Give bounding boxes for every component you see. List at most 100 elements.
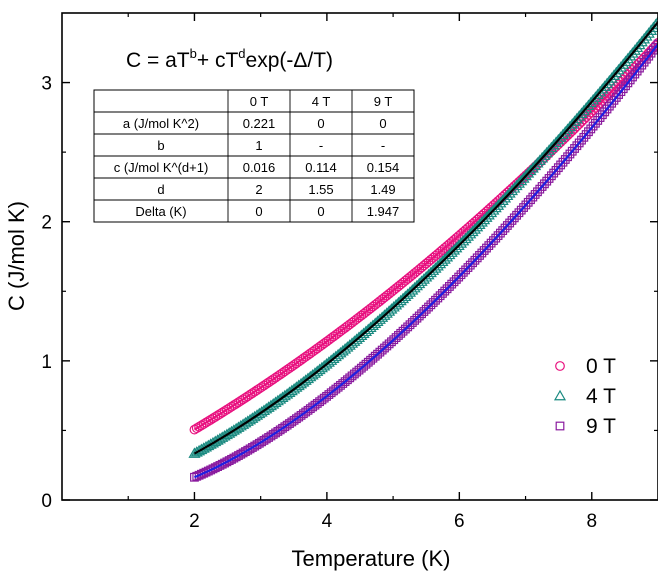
data-point bbox=[646, 48, 656, 58]
data-point bbox=[524, 164, 537, 176]
data-layer bbox=[188, 15, 658, 482]
data-point bbox=[526, 162, 539, 173]
data-point bbox=[575, 107, 588, 118]
table-cell: 1.49 bbox=[370, 182, 395, 197]
data-point bbox=[556, 160, 566, 170]
data-point bbox=[454, 272, 464, 282]
data-point bbox=[192, 471, 202, 481]
formula-exponent-d: d bbox=[238, 46, 245, 61]
data-point bbox=[604, 101, 614, 111]
data-point bbox=[509, 213, 519, 223]
table-cell: 1.947 bbox=[367, 204, 400, 219]
data-point bbox=[565, 149, 575, 159]
table-cell: Delta (K) bbox=[135, 204, 186, 219]
data-point bbox=[526, 195, 535, 205]
data-point bbox=[566, 118, 579, 129]
data-point bbox=[412, 313, 422, 323]
data-point bbox=[653, 39, 658, 49]
data-point bbox=[410, 315, 420, 325]
y-tick-label: 1 bbox=[41, 352, 52, 373]
data-point bbox=[266, 431, 276, 441]
data-point bbox=[445, 282, 454, 291]
data-point bbox=[616, 87, 626, 97]
legend-marker bbox=[555, 361, 565, 371]
table-cell: 0 bbox=[379, 116, 386, 131]
fit-line bbox=[194, 43, 658, 479]
data-point bbox=[573, 110, 586, 121]
data-point bbox=[588, 121, 598, 131]
fit-parameter-table: 0 T 4 T 9 T a (J/mol K^2) 0.221 0 0 b 1 - - c (J/mo… bbox=[93, 89, 415, 223]
table-cell: 0.114 bbox=[305, 160, 337, 175]
data-point bbox=[624, 49, 637, 61]
table-cell: 0.221 bbox=[243, 116, 276, 131]
data-point bbox=[628, 44, 641, 55]
data-point bbox=[605, 72, 618, 83]
data-point bbox=[563, 152, 573, 162]
data-point bbox=[484, 241, 494, 250]
data-point bbox=[477, 248, 487, 258]
data-point bbox=[554, 131, 567, 142]
data-point bbox=[607, 98, 617, 108]
data-point bbox=[558, 157, 568, 167]
data-point bbox=[421, 304, 431, 314]
data-point bbox=[533, 154, 546, 166]
table-cell: 0 bbox=[317, 204, 324, 219]
data-point bbox=[273, 427, 283, 436]
data-point bbox=[442, 284, 452, 294]
data-point bbox=[637, 60, 647, 70]
x-axis-title: Temperature (K) bbox=[292, 546, 451, 571]
data-point bbox=[639, 57, 649, 67]
data-point bbox=[470, 255, 480, 265]
data-point bbox=[633, 38, 646, 50]
data-point bbox=[519, 203, 528, 212]
data-point bbox=[456, 270, 466, 280]
y-tick-label: 2 bbox=[41, 213, 52, 234]
data-point bbox=[586, 124, 596, 134]
data-point bbox=[517, 172, 530, 183]
data-point bbox=[431, 295, 440, 305]
x-tick-label: 8 bbox=[586, 511, 597, 532]
data-point bbox=[498, 226, 508, 235]
data-point bbox=[577, 104, 590, 116]
data-point bbox=[625, 75, 635, 85]
data-point bbox=[540, 179, 549, 189]
formula-part-2: + cT bbox=[197, 49, 239, 72]
data-point bbox=[584, 127, 593, 137]
data-point bbox=[519, 169, 532, 181]
data-point bbox=[593, 116, 603, 125]
data-point bbox=[547, 139, 560, 150]
data-point bbox=[261, 434, 271, 444]
table-header-cell: 9 T bbox=[374, 94, 393, 109]
data-point bbox=[545, 141, 558, 153]
data-point bbox=[493, 231, 503, 241]
data-point bbox=[589, 91, 602, 102]
data-point bbox=[561, 123, 574, 134]
data-point bbox=[544, 174, 554, 183]
data-point bbox=[552, 133, 565, 145]
data-point bbox=[271, 428, 280, 438]
table-cell: - bbox=[381, 138, 385, 153]
data-point bbox=[600, 107, 610, 117]
data-point bbox=[614, 61, 627, 72]
data-point bbox=[551, 165, 561, 175]
data-point bbox=[549, 136, 563, 147]
data-point bbox=[549, 168, 559, 178]
data-point bbox=[510, 179, 523, 191]
data-point bbox=[635, 35, 648, 47]
table-cell: 1 bbox=[255, 138, 262, 153]
data-point bbox=[556, 128, 570, 140]
data-point bbox=[577, 135, 586, 145]
data-point bbox=[521, 200, 531, 210]
table-cell: - bbox=[319, 138, 323, 153]
data-point bbox=[190, 472, 199, 482]
y-axis-title: C (J/mol K) bbox=[4, 201, 29, 311]
table-cell: c (J/mol K^(d+1) bbox=[114, 160, 209, 175]
legend-marker bbox=[553, 389, 567, 401]
data-point bbox=[463, 263, 473, 272]
data-point bbox=[505, 218, 515, 228]
data-point bbox=[579, 132, 589, 142]
data-point bbox=[600, 77, 614, 89]
data-point bbox=[567, 146, 577, 156]
data-point bbox=[617, 58, 630, 69]
